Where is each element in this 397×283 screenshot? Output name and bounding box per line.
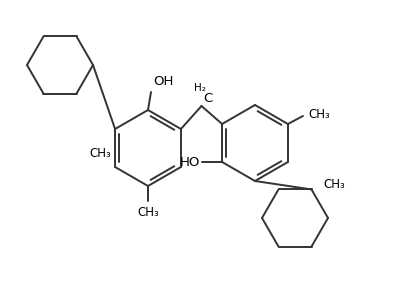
Text: CH₃: CH₃ bbox=[89, 147, 111, 160]
Text: H₂: H₂ bbox=[194, 83, 205, 93]
Text: CH₃: CH₃ bbox=[324, 178, 345, 191]
Text: CH₃: CH₃ bbox=[308, 108, 330, 121]
Text: C: C bbox=[204, 92, 213, 105]
Text: HO: HO bbox=[180, 155, 200, 168]
Text: OH: OH bbox=[153, 75, 173, 88]
Text: CH₃: CH₃ bbox=[137, 206, 159, 219]
